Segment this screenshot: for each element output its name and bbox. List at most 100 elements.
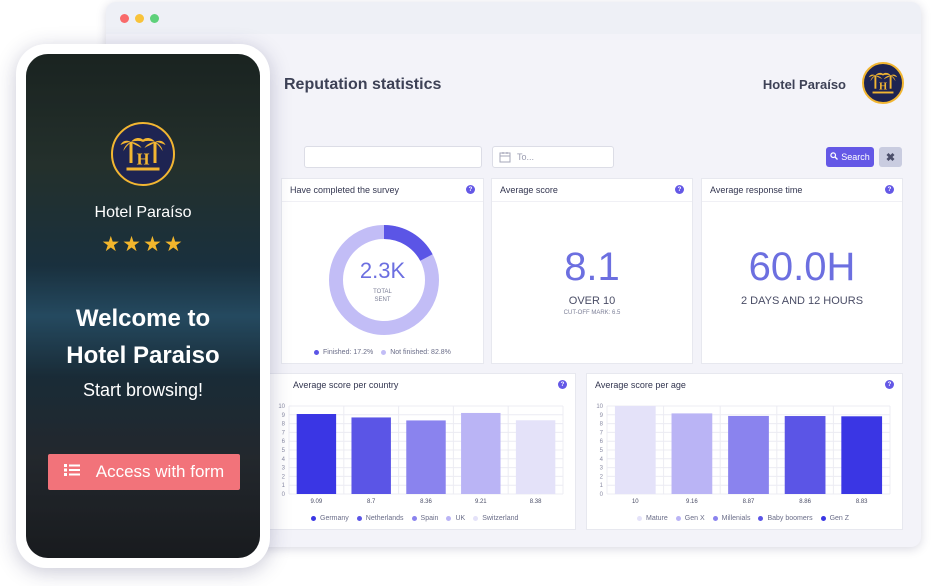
- help-icon[interactable]: ?: [558, 380, 567, 389]
- age-legend: Mature Gen X Millenials Baby boomers Gen…: [637, 515, 849, 522]
- bar-gen-x[interactable]: [671, 413, 713, 494]
- legend-swatch: [758, 516, 764, 521]
- legend-item-netherlands[interactable]: Netherlands: [356, 515, 404, 522]
- y-tick-label: 6: [600, 439, 604, 445]
- bar-value-label: 8.7: [367, 499, 376, 505]
- svg-text:H: H: [879, 82, 887, 93]
- bar-value-label: 9.16: [686, 499, 698, 505]
- bar-value-label: 9.09: [311, 499, 323, 505]
- survey-donut-chart: [329, 225, 439, 335]
- not-finished-swatch: [381, 350, 387, 355]
- help-icon[interactable]: ?: [885, 185, 894, 194]
- legend-swatch: [311, 516, 316, 521]
- bar-gen-z[interactable]: [841, 416, 883, 494]
- y-tick-label: 5: [600, 448, 604, 454]
- survey-total-value: 2.3K: [359, 258, 406, 283]
- legend-item-millenials[interactable]: Millenials: [712, 515, 751, 522]
- y-tick-label: 8: [282, 422, 286, 428]
- legend-swatch: [446, 516, 452, 521]
- bar-baby-boomers[interactable]: [784, 416, 826, 494]
- close-dot[interactable]: [120, 14, 129, 23]
- legend-finished[interactable]: Finished: 17.2%: [314, 349, 373, 356]
- bar-mature[interactable]: [614, 406, 656, 494]
- to-date-input[interactable]: To...: [492, 146, 614, 168]
- y-tick-label: 10: [596, 404, 603, 410]
- average-response-title: Average response time: [710, 185, 803, 195]
- help-icon[interactable]: ?: [466, 185, 475, 194]
- bar-spain[interactable]: [406, 420, 446, 494]
- legend-label: Millenials: [721, 515, 751, 522]
- y-tick-label: 10: [278, 404, 285, 410]
- survey-legend: Finished: 17.2% Not finished: 82.8%: [314, 349, 451, 356]
- y-tick-label: 6: [282, 439, 286, 445]
- legend-label: Gen X: [684, 515, 705, 522]
- bar-switzerland[interactable]: [515, 420, 556, 494]
- average-score-value: 8.1: [564, 245, 620, 289]
- legend-item-gen-z[interactable]: Gen Z: [820, 515, 850, 522]
- country-chart-card: Average score per country ? 0 1 2 3 4 5 6 7 8 9 10…: [268, 373, 576, 530]
- legend-item-gen-x[interactable]: Gen X: [675, 515, 705, 522]
- average-score-card: Average score ? 8.1 OVER 10 CUT-OFF MARK…: [491, 178, 693, 364]
- bar-value-label: 10: [632, 499, 639, 505]
- bar-uk[interactable]: [461, 412, 501, 494]
- maximize-dot[interactable]: [150, 14, 159, 23]
- hotel-name: Hotel Paraíso: [762, 77, 846, 92]
- phone-mockup: H Hotel Paraíso ★★★★ Welcome to Hotel Pa…: [16, 44, 270, 568]
- legend-swatch: [820, 516, 826, 521]
- age-chart-card: Average score per age ? 0 1 2 3 4 5 6 7 8 9 10 10 9.…: [586, 373, 903, 530]
- legend-item-baby-boomers[interactable]: Baby boomers: [758, 515, 813, 522]
- legend-label: UK: [455, 515, 466, 522]
- bar-value-label: 8.36: [420, 499, 432, 505]
- bar-value-label: 8.83: [856, 499, 868, 505]
- search-label: Search: [841, 152, 870, 162]
- legend-item-spain[interactable]: Spain: [411, 515, 438, 522]
- phone-hotel-logo: H: [111, 122, 175, 186]
- bar-value-label: 8.86: [799, 499, 811, 505]
- bar-millenials[interactable]: [728, 415, 769, 494]
- legend-item-mature[interactable]: Mature: [637, 515, 668, 522]
- help-icon[interactable]: ?: [885, 380, 894, 389]
- age-chart-title: Average score per age: [595, 380, 686, 390]
- legend-item-switzerland[interactable]: Switzerland: [473, 515, 518, 522]
- welcome-line-2: Hotel Paraiso: [66, 342, 220, 369]
- from-date-input[interactable]: [304, 146, 482, 168]
- minimize-dot[interactable]: [135, 14, 144, 23]
- average-response-value: 60.0H: [748, 245, 856, 289]
- donut-finished: [329, 225, 439, 335]
- y-tick-label: 7: [282, 430, 286, 436]
- card-divider: [702, 201, 902, 202]
- y-tick-label: 5: [282, 448, 286, 454]
- access-button-label: Access with form: [95, 462, 225, 481]
- legend-item-germany[interactable]: Germany: [311, 515, 349, 522]
- y-tick-label: 0: [282, 492, 286, 498]
- bar-netherlands[interactable]: [351, 417, 391, 494]
- legend-swatch: [712, 516, 718, 521]
- phone-hotel-name: Hotel Paraíso: [94, 204, 192, 221]
- search-button[interactable]: Search: [826, 147, 874, 167]
- help-icon[interactable]: ?: [675, 185, 684, 194]
- y-tick-label: 3: [600, 466, 604, 472]
- legend-not-finished[interactable]: Not finished: 82.8%: [381, 349, 451, 356]
- survey-total-label: TOTAL: [373, 289, 392, 295]
- svg-text:H: H: [137, 150, 150, 169]
- y-tick-label: 1: [600, 483, 604, 489]
- legend-item-uk[interactable]: UK: [446, 515, 465, 522]
- legend-swatch: [637, 516, 642, 521]
- survey-sent-label: SENT: [374, 297, 391, 303]
- calendar-icon: [499, 151, 511, 165]
- clear-filter-button[interactable]: ✖: [879, 147, 902, 167]
- legend-label: Gen Z: [829, 515, 850, 522]
- access-with-form-button[interactable]: Access with form: [48, 454, 240, 490]
- y-tick-label: 4: [282, 457, 286, 463]
- age-bar-chart: 0 1 2 3 4 5 6 7 8 9 10 10 9.16 8.87 8.86 8.83: [596, 404, 891, 505]
- country-chart-title: Average score per country: [293, 380, 399, 390]
- hotel-logo[interactable]: H: [862, 62, 904, 104]
- average-score-sub: OVER 10: [568, 295, 616, 307]
- y-tick-label: 9: [282, 413, 286, 419]
- card-divider: [282, 201, 483, 202]
- legend-label: Baby boomers: [767, 515, 813, 522]
- bar-value-label: 8.87: [743, 499, 755, 505]
- finished-legend-label: Finished: 17.2%: [323, 349, 374, 356]
- bar-germany[interactable]: [296, 414, 337, 494]
- star-rating: ★★★★: [101, 233, 185, 256]
